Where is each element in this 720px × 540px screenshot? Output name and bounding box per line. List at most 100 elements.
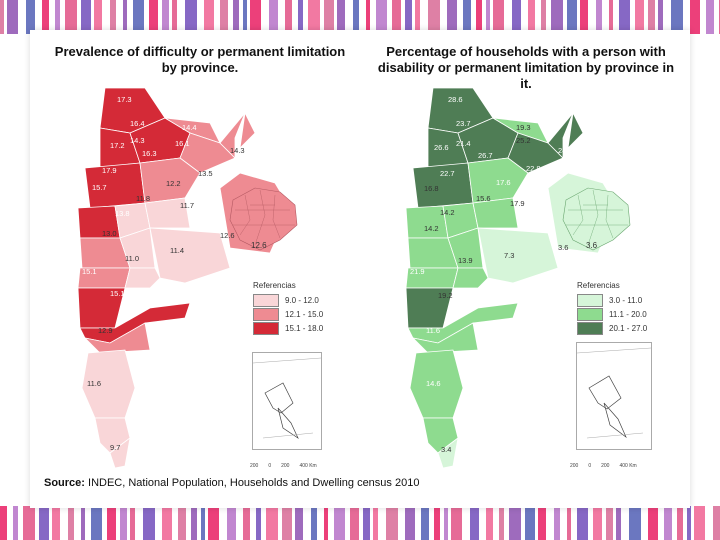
map-value-label: 14.2 bbox=[424, 224, 439, 233]
map-detail-label: 12.6 bbox=[251, 241, 267, 250]
left-scale-bar: 200 0 200 400 Km bbox=[250, 463, 317, 469]
legend-label: 20.1 - 27.0 bbox=[609, 323, 648, 333]
map-value-label: 14.3 bbox=[230, 146, 245, 155]
left-map-title: Prevalence of difficulty or permanent li… bbox=[54, 44, 346, 75]
map-value-label: 13.9 bbox=[458, 256, 473, 265]
legend-item: 9.0 - 12.0 bbox=[253, 293, 323, 307]
map-value-label: 15.6 bbox=[476, 194, 491, 203]
map-value-label: 11.4 bbox=[170, 246, 184, 255]
map-value-label: 19.2 bbox=[438, 291, 453, 300]
legend-swatch bbox=[253, 293, 279, 307]
map-value-label: 17.2 bbox=[110, 141, 125, 150]
map-value-label: 3.6 bbox=[558, 243, 568, 252]
legend-swatch bbox=[577, 321, 603, 335]
map-value-label: 23.7 bbox=[456, 119, 471, 128]
left-antarctica-inset bbox=[252, 352, 322, 450]
map-region bbox=[219, 112, 246, 159]
legend-item: 11.1 - 20.0 bbox=[577, 307, 647, 321]
map-value-label: 26.6 bbox=[434, 143, 449, 152]
map-value-label: 21.9 bbox=[410, 267, 425, 276]
map-value-label: 25.2 bbox=[516, 136, 531, 145]
map-region bbox=[179, 132, 236, 174]
map-region bbox=[139, 157, 201, 204]
map-detail-label: 3.6 bbox=[586, 241, 598, 250]
map-value-label: 24.8 bbox=[558, 146, 573, 155]
map-region bbox=[149, 227, 231, 284]
map-region bbox=[472, 197, 519, 229]
map-region bbox=[83, 322, 151, 354]
map-region bbox=[467, 157, 529, 204]
map-region bbox=[477, 227, 559, 284]
legend-heading: Referencias bbox=[577, 281, 620, 290]
source-text: INDEC, National Population, Households a… bbox=[84, 477, 420, 489]
map-region bbox=[507, 132, 564, 174]
map-value-label: 28.6 bbox=[448, 95, 463, 104]
map-value-label: 15.1 bbox=[110, 289, 125, 298]
legend-item: 20.1 - 27.0 bbox=[577, 321, 647, 335]
map-region bbox=[547, 112, 574, 159]
map-value-label: 14.2 bbox=[440, 208, 455, 217]
map-value-label: 16.3 bbox=[142, 149, 157, 158]
scale-ticks: 200 0 200 400 Km bbox=[250, 463, 317, 469]
map-value-label: 17.3 bbox=[117, 95, 132, 104]
legend-swatch bbox=[577, 293, 603, 307]
map-value-label: 21.4 bbox=[456, 139, 471, 148]
map-value-label: 17.9 bbox=[510, 199, 525, 208]
map-region bbox=[124, 267, 161, 289]
legend-swatch bbox=[577, 307, 603, 321]
map-value-label: 3.4 bbox=[441, 445, 451, 454]
map-value-label: 12.2 bbox=[166, 179, 181, 188]
map-value-label: 11.8 bbox=[136, 194, 150, 203]
bottom-stripes bbox=[0, 506, 720, 540]
map-value-label: 11.6 bbox=[87, 379, 101, 388]
map-value-label: 17.6 bbox=[496, 178, 511, 187]
map-value-label: 14.3 bbox=[130, 136, 145, 145]
right-detail-map: 3.6 bbox=[562, 187, 631, 251]
map-value-label: 7.3 bbox=[504, 251, 514, 260]
map-value-label: 14.4 bbox=[182, 123, 197, 132]
left-detail-map: 12.6 bbox=[229, 187, 298, 251]
map-value-label: 12.6 bbox=[220, 231, 235, 240]
map-region bbox=[437, 437, 459, 468]
source-label: Source: bbox=[44, 477, 85, 489]
map-region bbox=[411, 322, 479, 354]
legend-heading: Referencias bbox=[253, 281, 296, 290]
legend-label: 3.0 - 11.0 bbox=[609, 295, 643, 305]
map-value-label: 13.0 bbox=[102, 229, 117, 238]
right-antarctica-inset bbox=[576, 342, 652, 450]
map-value-label: 14.6 bbox=[426, 379, 441, 388]
map-region bbox=[452, 267, 489, 289]
legend-label: 12.1 - 15.0 bbox=[285, 309, 324, 319]
legend-label: 9.0 - 12.0 bbox=[285, 295, 319, 305]
map-value-label: 16.8 bbox=[424, 184, 439, 193]
map-value-label: 16.4 bbox=[130, 119, 145, 128]
map-value-label: 16.1 bbox=[175, 139, 190, 148]
map-value-label: 12.9 bbox=[98, 326, 113, 335]
map-value-label: 15.7 bbox=[92, 183, 107, 192]
map-value-label: 9.7 bbox=[110, 443, 120, 452]
right-map-title: Percentage of households with a person w… bbox=[377, 44, 675, 91]
legend-swatch bbox=[253, 321, 279, 335]
map-value-label: 11.7 bbox=[180, 201, 194, 210]
map-value-label: 22.8 bbox=[526, 164, 541, 173]
source-note: Source: INDEC, National Population, Hous… bbox=[44, 477, 419, 489]
map-region bbox=[239, 111, 256, 150]
legend-label: 15.1 - 18.0 bbox=[285, 323, 324, 333]
map-value-label: 13.5 bbox=[198, 169, 213, 178]
map-value-label: 26.7 bbox=[478, 151, 493, 160]
legend-item: 3.0 - 11.0 bbox=[577, 293, 647, 307]
map-value-label: 11.6 bbox=[426, 326, 440, 335]
legend-item: 15.1 - 18.0 bbox=[253, 321, 323, 335]
top-stripes bbox=[0, 0, 720, 34]
map-value-label: 19.3 bbox=[516, 123, 531, 132]
map-value-label: 13.8 bbox=[115, 209, 130, 218]
left-legend: Referencias 9.0 - 12.0 12.1 - 15.0 15.1 - … bbox=[253, 281, 323, 335]
legend-item: 12.1 - 15.0 bbox=[253, 307, 323, 321]
left-prevalence-map: 17.3 16.4 14.4 17.2 14.3 16.3 16.1 14.3 17.9 12.2… bbox=[77, 88, 291, 468]
legend-label: 11.1 - 20.0 bbox=[609, 309, 647, 319]
map-region bbox=[109, 437, 131, 468]
map-value-label: 15.1 bbox=[82, 267, 97, 276]
map-value-label: 11.0 bbox=[125, 254, 139, 263]
map-region bbox=[567, 111, 584, 150]
scale-ticks: 200 0 200 400 Km bbox=[570, 463, 637, 469]
